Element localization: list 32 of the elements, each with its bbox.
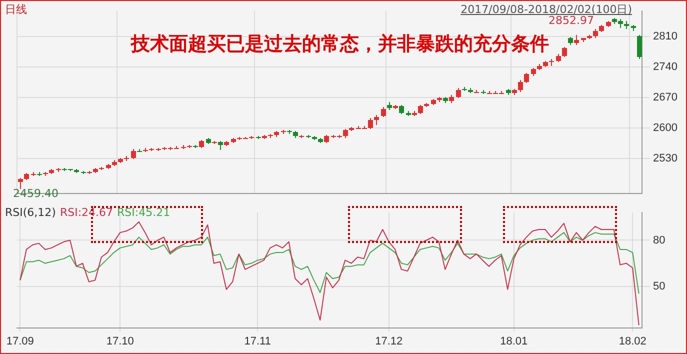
legend-title: RSI(6,12) (5, 206, 56, 219)
candlestick (456, 88, 461, 98)
y-tick-label: 80 (653, 234, 666, 246)
annotation: 2459.40 (13, 187, 58, 200)
candlestick (374, 114, 379, 126)
candlestick (18, 178, 23, 190)
x-tick-label: 17.11 (244, 335, 271, 348)
text: RSI:45.21 (117, 206, 170, 219)
candlestick (131, 148, 136, 160)
series-label: RSI:24.67 (60, 206, 114, 219)
x-tick-label: 17.12 (375, 335, 403, 348)
candlestick (368, 118, 373, 130)
x-tick-label: 17.09 (6, 335, 34, 348)
candlestick (518, 80, 523, 92)
candlestick (574, 34, 579, 46)
y-tick-label: 2600 (653, 122, 678, 134)
text: 技术面超买已是过去的常态，并非暴跌的充分条件 (131, 32, 549, 57)
y-tick-label: 2740 (653, 60, 678, 73)
x-tick-label: 18.02 (618, 335, 646, 348)
candlestick (562, 46, 567, 58)
y-tick-label: 50 (653, 280, 666, 292)
x-tick-label: 17.10 (106, 335, 134, 348)
candlestick (637, 34, 642, 60)
x-tick-label: 18.01 (500, 335, 528, 348)
annotation: 2017/09/08-2018/02/02(100日) (460, 2, 632, 16)
y-tick-label: 2810 (653, 30, 678, 42)
annotation: 2852.97 (548, 14, 594, 27)
y-tick-label: 2670 (653, 91, 678, 104)
y-tick-label: 2530 (653, 152, 678, 165)
candlestick (524, 72, 529, 84)
candlestick (381, 106, 386, 118)
annotation: 日线 (5, 2, 27, 17)
